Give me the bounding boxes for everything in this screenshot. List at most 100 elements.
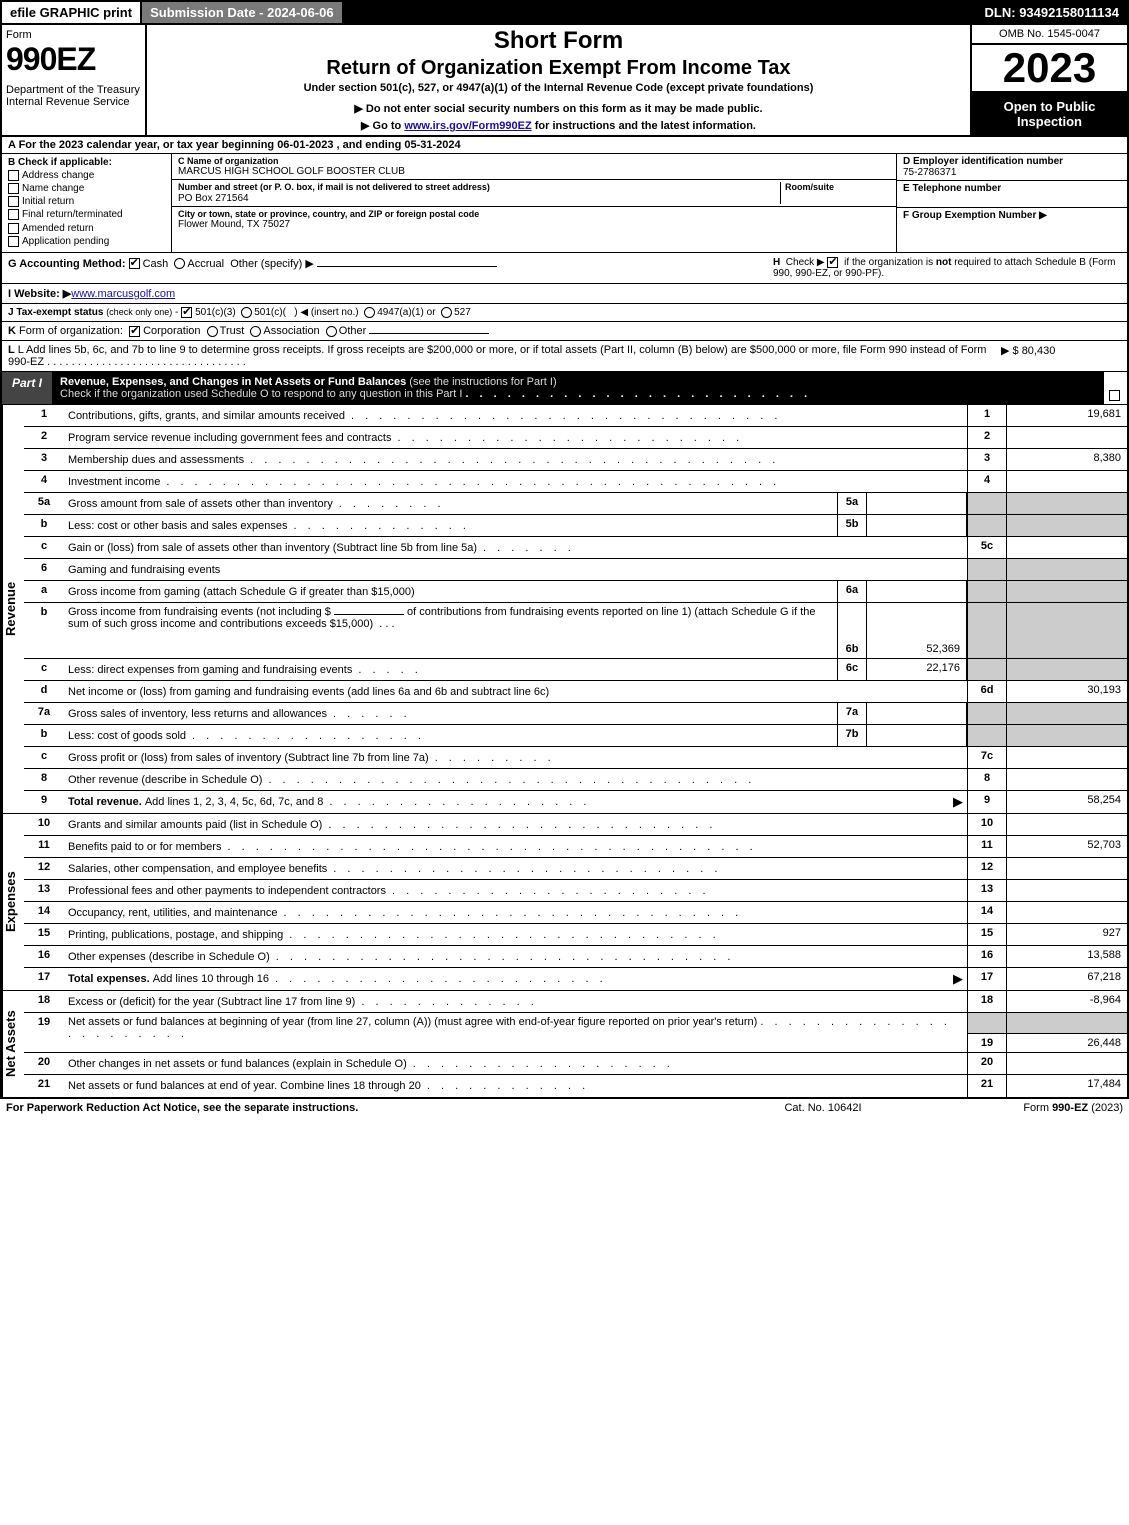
line-desc: Professional fees and other payments to … (68, 885, 386, 897)
line-num: 14 (24, 902, 64, 923)
rb-other[interactable] (326, 326, 337, 337)
line-6d: d Net income or (loss) from gaming and f… (24, 681, 1127, 703)
line-val: 30,193 (1007, 681, 1127, 702)
title-no-ssn: ▶ Do not enter social security numbers o… (151, 102, 966, 115)
cb-part1-scho[interactable] (1109, 390, 1120, 401)
line-desc: Gain or (loss) from sale of assets other… (68, 542, 477, 554)
line-num: 9 (24, 791, 64, 813)
c-street-val: PO Box 271564 (178, 193, 249, 204)
line-val (1007, 858, 1127, 879)
part-1-check: Check if the organization used Schedule … (60, 388, 462, 400)
rb-501c[interactable] (241, 307, 252, 318)
line-val: -8,964 (1007, 991, 1127, 1012)
cb-initial-return[interactable]: Initial return (8, 196, 165, 207)
c-room-label: Room/suite (785, 182, 834, 192)
line-num: b (24, 725, 64, 746)
rb-association[interactable] (250, 326, 261, 337)
cb-address-change[interactable]: Address change (8, 170, 165, 181)
i-label: I Website: ▶ (8, 288, 71, 300)
dept: Department of the Treasury Internal Reve… (6, 84, 141, 108)
line-16: 16 Other expenses (describe in Schedule … (24, 946, 1127, 968)
line-desc: Gross sales of inventory, less returns a… (68, 708, 327, 720)
line-col: 8 (967, 769, 1007, 790)
line-12: 12 Salaries, other compensation, and emp… (24, 858, 1127, 880)
line-desc: Grants and similar amounts paid (list in… (68, 819, 322, 831)
line-val-shade (1007, 581, 1127, 602)
rb-trust[interactable] (207, 326, 218, 337)
cb-corporation[interactable] (129, 326, 140, 337)
cb-application-pending[interactable]: Application pending (8, 236, 165, 247)
form-number: 990EZ (6, 41, 141, 78)
header-left: Form 990EZ Department of the Treasury In… (2, 25, 147, 135)
cb-label: Initial return (22, 196, 74, 207)
header: Form 990EZ Department of the Treasury In… (2, 25, 1127, 137)
line-13: 13 Professional fees and other payments … (24, 880, 1127, 902)
cb-501c3[interactable] (181, 307, 192, 318)
website-link[interactable]: www.marcusgolf.com (71, 288, 175, 300)
c-city-label: City or town, state or province, country… (178, 209, 890, 219)
line-col: 7c (967, 747, 1007, 768)
line-col: 3 (967, 449, 1007, 470)
cb-label: Address change (22, 170, 94, 181)
line-subval (867, 703, 967, 724)
cb-name-change[interactable]: Name change (8, 183, 165, 194)
line-desc: Salaries, other compensation, and employ… (68, 863, 327, 875)
line-val (1007, 814, 1127, 835)
line-val (1007, 902, 1127, 923)
line-19: 19 Net assets or fund balances at beginn… (24, 1013, 1127, 1053)
line-desc: Printing, publications, postage, and shi… (68, 929, 283, 941)
net-assets-block: Net Assets 18 Excess or (deficit) for th… (2, 991, 1127, 1097)
line-num: c (24, 747, 64, 768)
line-val-shade (1007, 603, 1127, 658)
line-subval (867, 581, 967, 602)
line-6: 6 Gaming and fundraising events (24, 559, 1127, 581)
line-val (1007, 537, 1127, 558)
rb-4947[interactable] (364, 307, 375, 318)
line-21: 21 Net assets or fund balances at end of… (24, 1075, 1127, 1097)
open-to-public: Open to Public Inspection (972, 93, 1127, 135)
rb-accrual[interactable] (174, 258, 185, 269)
line-col: 18 (967, 991, 1007, 1012)
line-desc: Program service revenue including govern… (68, 432, 391, 444)
g-accrual: Accrual (187, 258, 224, 270)
line-desc: Gross amount from sale of assets other t… (68, 498, 333, 510)
topbar: efile GRAPHIC print Submission Date - 20… (2, 2, 1127, 25)
line-sub: 5a (837, 493, 867, 514)
line-num: 19 (24, 1013, 64, 1052)
title-short-form: Short Form (151, 27, 966, 55)
line-col: 19 (968, 1033, 1006, 1052)
line-sub: 6b (837, 603, 867, 658)
cb-h[interactable] (827, 257, 838, 268)
line-col: 5c (967, 537, 1007, 558)
line-subval (867, 515, 967, 536)
line-val: 67,218 (1007, 968, 1127, 990)
line-col-shade (967, 493, 1007, 514)
cb-cash[interactable] (129, 258, 140, 269)
line-col: 2 (967, 427, 1007, 448)
line-6c: c Less: direct expenses from gaming and … (24, 659, 1127, 681)
footer-paperwork: For Paperwork Reduction Act Notice, see … (6, 1102, 723, 1114)
c-name-val: MARCUS HIGH SCHOOL GOLF BOOSTER CLUB (178, 166, 890, 177)
line-col-shade (967, 559, 1007, 580)
irs-link[interactable]: www.irs.gov/Form990EZ (404, 120, 531, 132)
line-val: 52,703 (1007, 836, 1127, 857)
c-city: City or town, state or province, country… (172, 207, 896, 232)
col-c: C Name of organization MARCUS HIGH SCHOO… (172, 154, 897, 252)
line-desc: Occupancy, rent, utilities, and maintena… (68, 907, 278, 919)
g-cash: Cash (143, 258, 169, 270)
line-desc: Other revenue (describe in Schedule O) (68, 774, 262, 786)
line-10: 10 Grants and similar amounts paid (list… (24, 814, 1127, 836)
rb-527[interactable] (441, 307, 452, 318)
line-desc: Gaming and fundraising events (68, 564, 220, 576)
cb-final-return[interactable]: Final return/terminated (8, 209, 165, 220)
line-col: 21 (967, 1075, 1007, 1097)
cb-amended-return[interactable]: Amended return (8, 223, 165, 234)
row-i: I Website: ▶www.marcusgolf.com (2, 284, 1127, 304)
part-1-title-text: Revenue, Expenses, and Changes in Net As… (60, 376, 406, 388)
revenue-block: Revenue 1 Contributions, gifts, grants, … (2, 405, 1127, 814)
line-col: 4 (967, 471, 1007, 492)
line-num: 18 (24, 991, 64, 1012)
title-return: Return of Organization Exempt From Incom… (151, 57, 966, 80)
line-6a: a Gross income from gaming (attach Sched… (24, 581, 1127, 603)
line-val: 8,380 (1007, 449, 1127, 470)
